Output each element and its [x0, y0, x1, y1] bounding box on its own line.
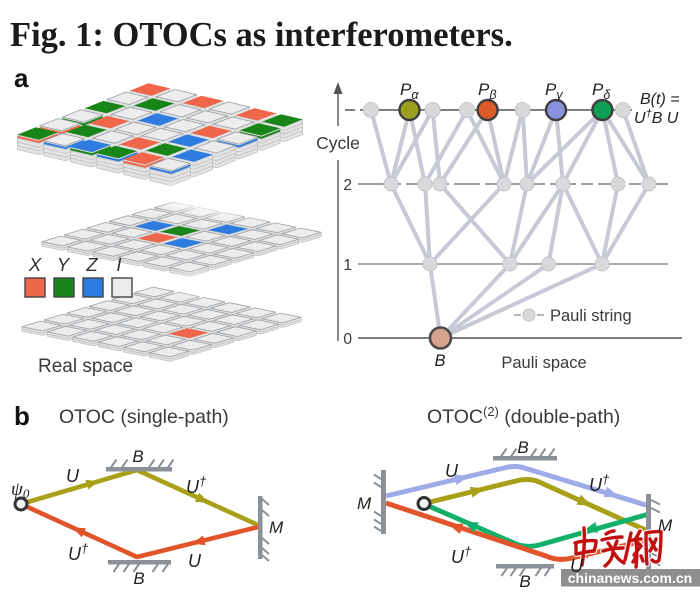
svg-text:2: 2 — [343, 177, 352, 194]
svg-text:U: U — [570, 556, 584, 576]
svg-text:B: B — [132, 447, 143, 466]
svg-text:Z: Z — [85, 254, 98, 275]
svg-text:B: B — [133, 569, 144, 588]
svg-text:U: U — [66, 466, 80, 486]
svg-text:b: b — [14, 401, 30, 431]
svg-text:Real space: Real space — [38, 356, 133, 377]
svg-text:Cycle: Cycle — [316, 133, 360, 153]
svg-text:Fig. 1: OTOCs as interferomete: Fig. 1: OTOCs as interferometers. — [10, 16, 513, 54]
svg-text:M: M — [269, 518, 284, 537]
svg-text:Pauli string: Pauli string — [550, 307, 632, 325]
svg-text:U: U — [188, 551, 202, 571]
svg-text:a: a — [14, 63, 29, 93]
svg-text:M: M — [658, 516, 673, 535]
svg-text:M: M — [357, 494, 372, 513]
svg-text:0: 0 — [343, 331, 352, 348]
svg-text:OTOC(2) (double-path): OTOC(2) (double-path) — [427, 404, 620, 428]
svg-text:B(t) =: B(t) = — [640, 91, 680, 108]
svg-text:U†B U: U†B U — [634, 108, 679, 127]
svg-text:I: I — [116, 254, 121, 275]
svg-text:chinanews.com.cn: chinanews.com.cn — [568, 570, 692, 586]
svg-text:Pauli space: Pauli space — [501, 354, 586, 372]
svg-text:B: B — [434, 352, 445, 370]
svg-text:X: X — [28, 254, 42, 275]
svg-text:B: B — [517, 438, 528, 457]
svg-text:Y: Y — [57, 254, 71, 275]
svg-text:U: U — [445, 461, 459, 481]
svg-text:1: 1 — [343, 257, 352, 274]
svg-text:OTOC (single-path): OTOC (single-path) — [59, 406, 229, 428]
svg-text:B: B — [519, 572, 530, 591]
